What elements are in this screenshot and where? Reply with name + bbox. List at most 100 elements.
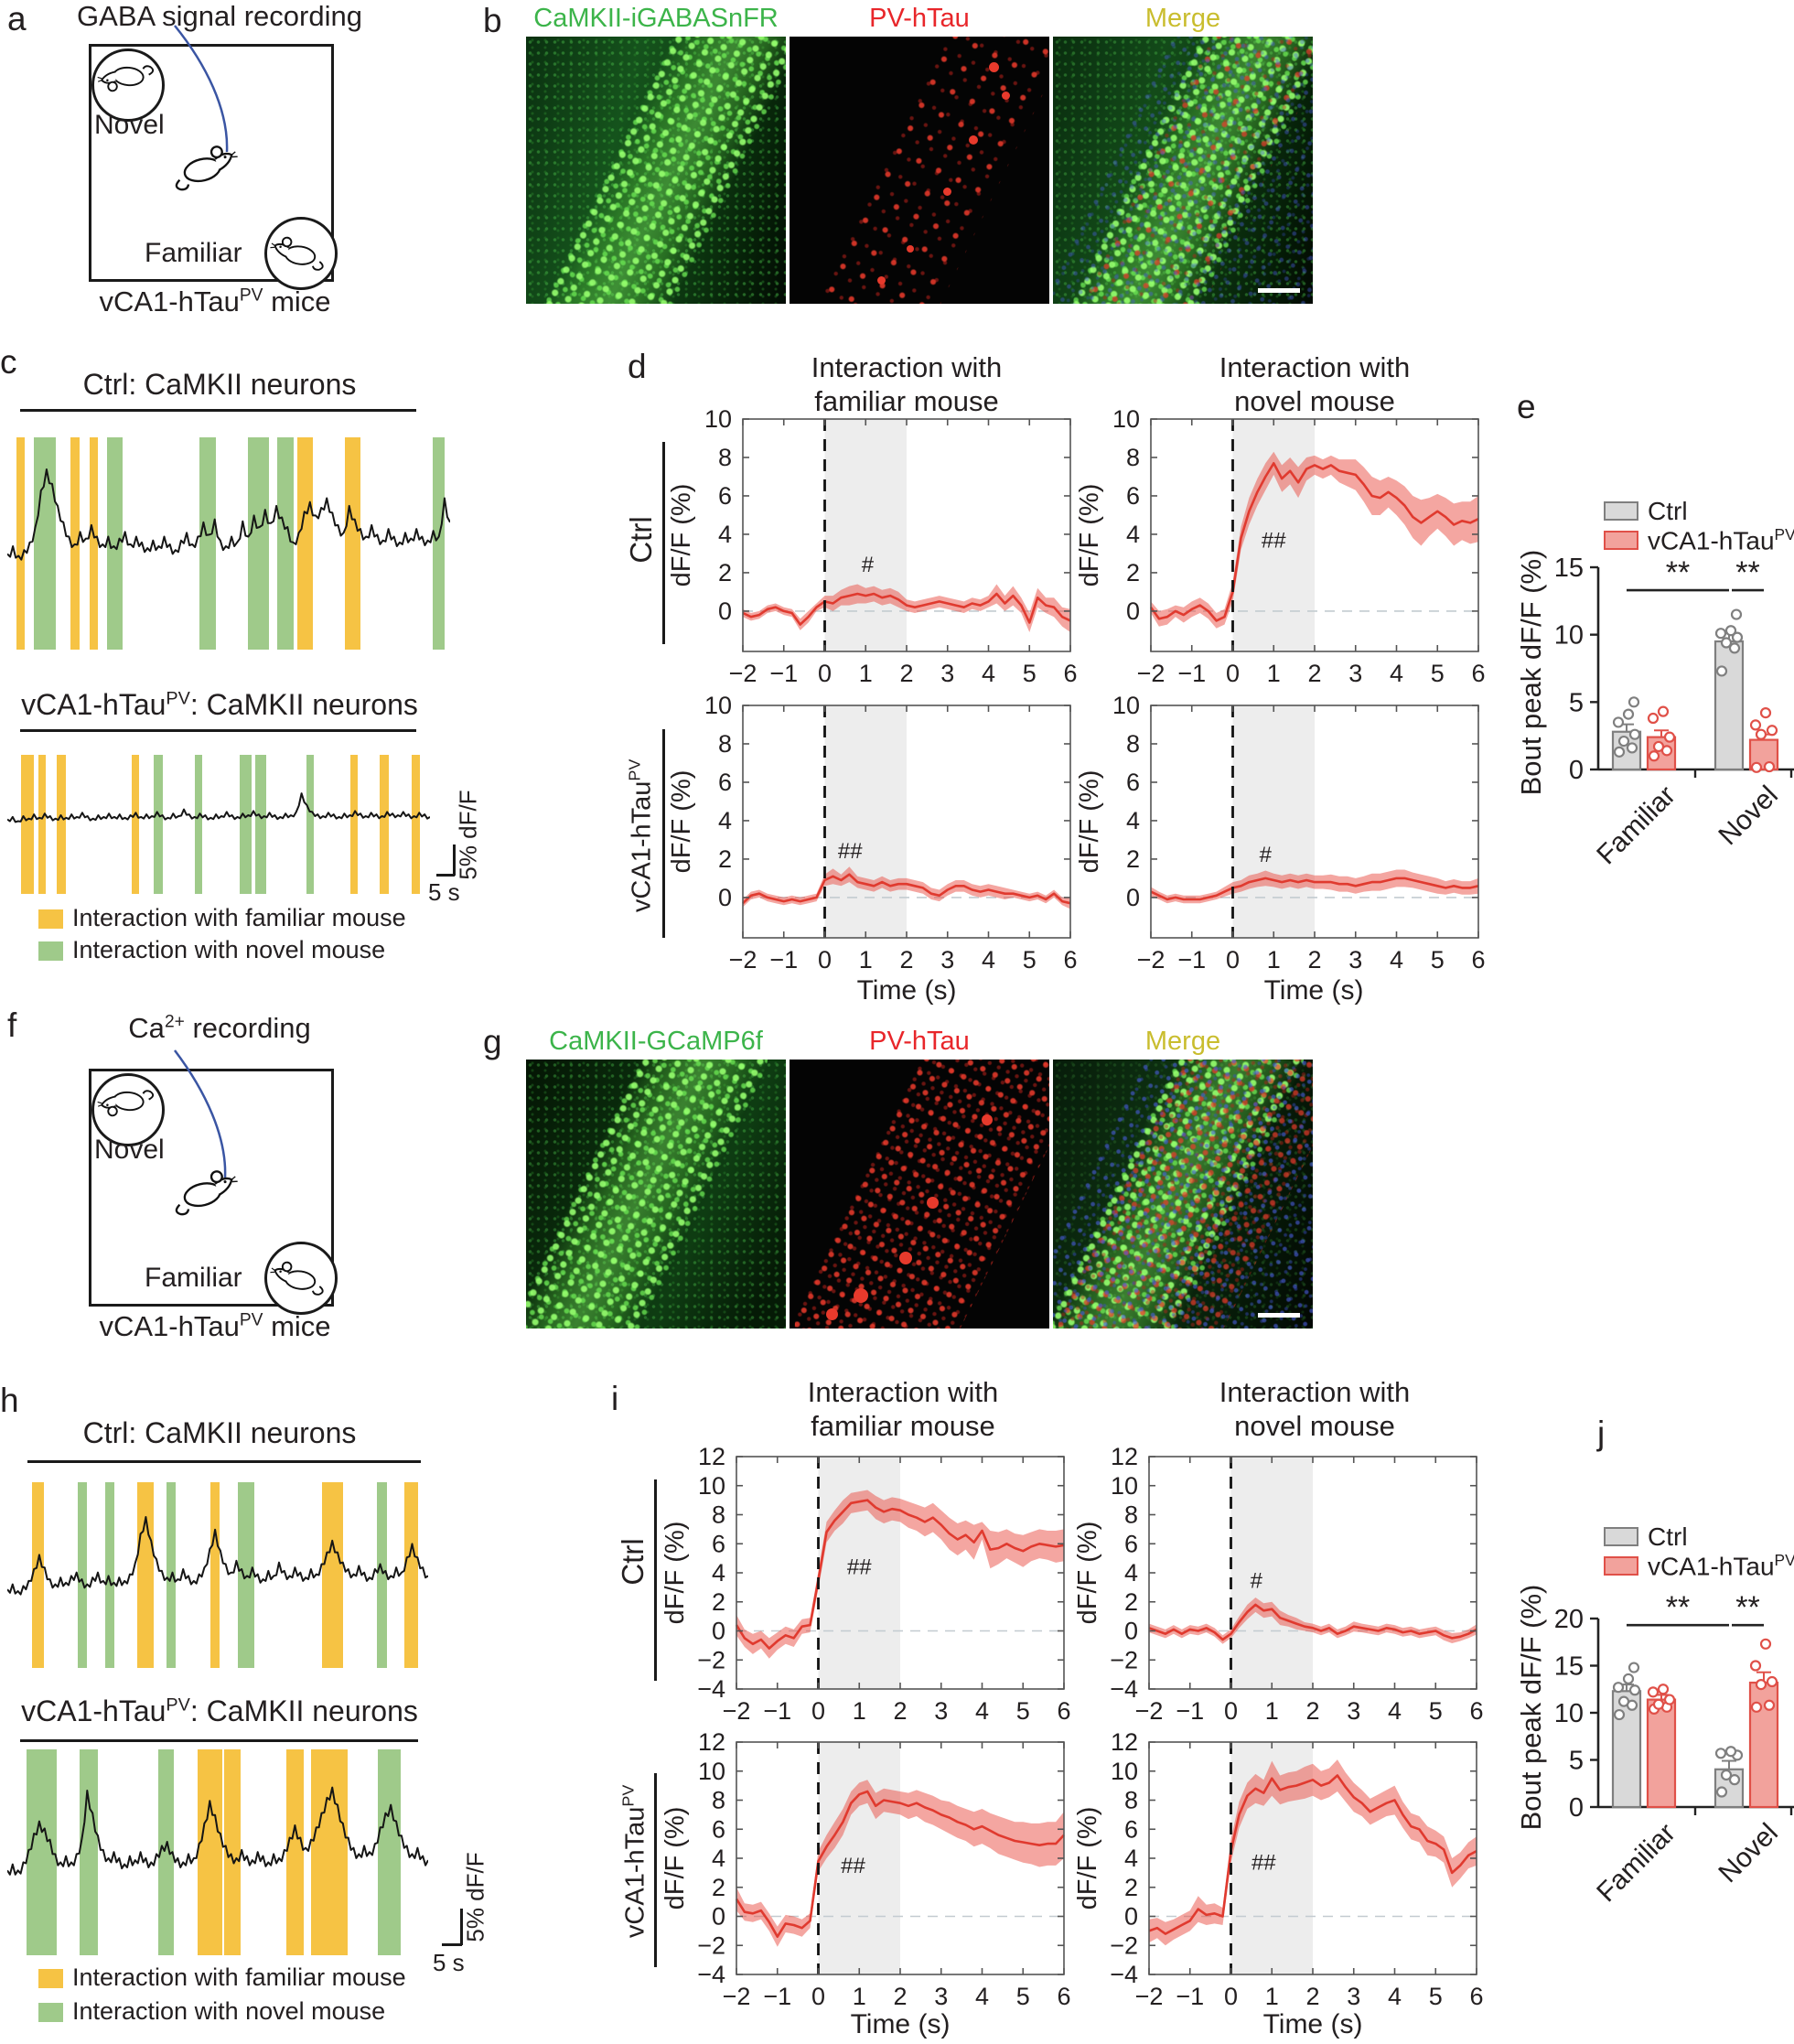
novel-interaction-bar xyxy=(240,755,252,894)
familiar-interaction-bar xyxy=(20,755,35,894)
familiar-mouse-icon xyxy=(267,1250,329,1299)
familiar-interaction-bar xyxy=(16,437,25,650)
svg-text:4: 4 xyxy=(975,1983,989,2010)
d-title-novel: Interaction with novel mouse xyxy=(1219,351,1411,417)
svg-text:0: 0 xyxy=(1124,1903,1138,1931)
i-xlabel-left: Time (s) xyxy=(850,2009,951,2039)
familiar-interaction-bar xyxy=(90,437,99,650)
novel-interaction-bar xyxy=(80,1749,98,1955)
svg-text:−4: −4 xyxy=(1110,1675,1138,1703)
scale-bar xyxy=(1258,288,1300,293)
title-underline xyxy=(27,1460,421,1463)
svg-text:0: 0 xyxy=(1226,946,1240,974)
familiar-interaction-bar xyxy=(344,437,361,650)
svg-text:**: ** xyxy=(1735,555,1759,590)
i-title-novel: Interaction with novel mouse xyxy=(1219,1376,1411,1442)
svg-text:6: 6 xyxy=(1063,660,1077,687)
novel-interaction-bar xyxy=(277,437,295,650)
bar-chart: 0 5 10 15 20 Familiar Novel ** ** xyxy=(1554,1590,1794,1908)
svg-text:6: 6 xyxy=(1063,946,1077,974)
channel-label-merge: Merge xyxy=(1144,4,1221,33)
htau-trace-title: vCA1-hTauPV: CaMKII neurons xyxy=(21,1694,418,1727)
svg-text:3: 3 xyxy=(1347,1983,1360,2010)
familiar-interaction-bar xyxy=(32,1482,44,1668)
svg-text:0: 0 xyxy=(1224,1983,1238,2010)
svg-text:6: 6 xyxy=(1124,1815,1138,1843)
svg-text:0: 0 xyxy=(1224,1697,1238,1725)
svg-text:6: 6 xyxy=(1057,1697,1070,1725)
svg-text:0: 0 xyxy=(718,884,732,911)
svg-text:2: 2 xyxy=(1307,946,1321,974)
novel-swatch xyxy=(38,941,63,961)
scale-h-line xyxy=(436,874,455,877)
j-legend-ctrl: Ctrl xyxy=(1604,1522,1688,1552)
familiar-label: Familiar xyxy=(145,238,242,268)
svg-text:Novel: Novel xyxy=(1713,780,1784,852)
svg-text:3: 3 xyxy=(934,1697,948,1725)
svg-text:6: 6 xyxy=(1057,1983,1070,2010)
channel-label-pvhtau: PV-hTau xyxy=(869,4,970,33)
svg-text:4: 4 xyxy=(1388,1697,1402,1725)
svg-text:dF/F (%): dF/F (%) xyxy=(667,484,696,587)
svg-text:10: 10 xyxy=(1554,621,1584,651)
legend-familiar: Interaction with familiar mouse xyxy=(38,904,406,932)
panel-e-label: e xyxy=(1517,388,1536,425)
ctrl-gaba-trace xyxy=(7,437,450,650)
svg-text:4: 4 xyxy=(1388,1983,1402,2010)
chart-i-htau-novel: −2 −1 0 1 2 3 4 5 6 −4 −2 0 2 4 6 8 10 12 dF/F (%) ## xyxy=(1073,1728,1484,2010)
familiar-label: Familiar xyxy=(145,1263,242,1293)
svg-text:4: 4 xyxy=(975,1697,989,1725)
svg-text:5: 5 xyxy=(1569,688,1584,717)
svg-text:1: 1 xyxy=(853,1983,866,2010)
row-divider xyxy=(662,729,665,938)
svg-text:12: 12 xyxy=(1111,1728,1138,1756)
svg-text:6: 6 xyxy=(1471,660,1485,687)
htau-swatch xyxy=(1604,531,1638,551)
familiar-interaction-bar xyxy=(131,755,140,894)
novel-interaction-bar xyxy=(247,437,270,650)
fluorescence-image-merge xyxy=(1053,1060,1313,1329)
novel-interaction-bar xyxy=(433,437,446,650)
svg-text:dF/F (%): dF/F (%) xyxy=(1073,1522,1102,1625)
htau-gaba-trace xyxy=(7,755,430,894)
svg-text:0: 0 xyxy=(712,1903,725,1931)
svg-text:1: 1 xyxy=(1265,1697,1279,1725)
svg-text:4: 4 xyxy=(712,1845,725,1872)
panel-g-label: g xyxy=(483,1023,502,1060)
panel-b-label: b xyxy=(483,2,502,39)
familiar-interaction-bar xyxy=(197,1749,223,1955)
svg-text:0: 0 xyxy=(1126,884,1140,911)
svg-text:Familiar: Familiar xyxy=(1591,1818,1681,1909)
svg-text:3: 3 xyxy=(940,660,954,687)
svg-text:0: 0 xyxy=(1569,756,1584,785)
title-underline xyxy=(20,729,416,732)
htau-ca-trace xyxy=(7,1749,428,1955)
svg-text:−2: −2 xyxy=(729,660,757,687)
novel-interaction-bar xyxy=(105,1482,114,1668)
svg-text:−1: −1 xyxy=(769,660,798,687)
svg-text:#: # xyxy=(1251,1569,1263,1594)
svg-text:4: 4 xyxy=(1126,807,1140,834)
novel-interaction-bar xyxy=(77,1482,87,1668)
svg-text:5: 5 xyxy=(1431,660,1445,687)
i-row-htau: vCA1-hTauPV xyxy=(618,1784,650,1939)
svg-text:6: 6 xyxy=(712,1815,725,1843)
panel-i-label: i xyxy=(611,1380,619,1417)
chart-d-htau-novel: −2 −1 0 1 2 3 4 5 6 0 2 4 6 8 10 dF/F (%) # xyxy=(1075,692,1486,974)
svg-text:3: 3 xyxy=(1347,1697,1360,1725)
svg-text:#: # xyxy=(862,553,875,577)
svg-text:3: 3 xyxy=(1348,946,1362,974)
j-ylabel: Bout peak dF/F (%) xyxy=(1515,1584,1547,1831)
title-underline xyxy=(20,409,416,412)
svg-text:−2: −2 xyxy=(1110,1646,1138,1673)
familiar-interaction-bar xyxy=(137,1482,155,1668)
legend-novel: Interaction with novel mouse xyxy=(38,1997,385,2026)
svg-text:dF/F (%): dF/F (%) xyxy=(661,1807,690,1910)
svg-text:10: 10 xyxy=(1112,692,1140,719)
activity-trace xyxy=(7,792,430,823)
